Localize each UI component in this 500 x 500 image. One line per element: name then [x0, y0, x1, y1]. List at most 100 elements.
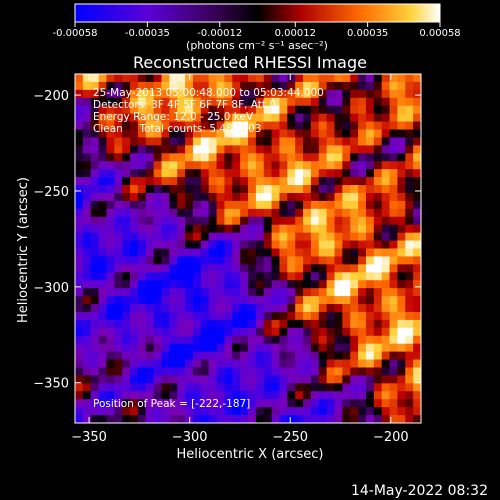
heatmap-cell: [216, 335, 225, 345]
heatmap-cell: [248, 216, 257, 226]
heatmap-cell: [271, 296, 280, 305]
heatmap-cell: [106, 383, 115, 392]
heatmap-cell: [318, 335, 328, 345]
heatmap-cell: [318, 129, 328, 138]
heatmap-cell: [303, 177, 312, 186]
heatmap-cell: [75, 272, 84, 281]
heatmap-cell: [303, 224, 312, 234]
heatmap-cell: [106, 248, 115, 257]
heatmap-cell: [279, 74, 288, 83]
heatmap-cell: [397, 407, 406, 416]
heatmap-cell: [75, 121, 84, 130]
heatmap-cell: [365, 129, 375, 138]
heatmap-cell: [397, 272, 406, 281]
heatmap-cell: [271, 375, 280, 384]
heatmap-cell: [248, 399, 257, 408]
heatmap-cell: [350, 399, 359, 408]
heatmap-cell: [279, 296, 288, 305]
heatmap-cell: [326, 272, 335, 281]
heatmap-cell: [389, 272, 398, 281]
heatmap-cell: [373, 415, 383, 424]
heatmap-cell: [145, 415, 155, 424]
heatmap-cell: [192, 351, 202, 360]
heatmap-cell: [90, 216, 99, 226]
heatmap-cell: [177, 161, 186, 170]
heatmap-cell: [90, 89, 99, 99]
heatmap-cell: [350, 137, 359, 146]
heatmap-cell: [358, 327, 367, 337]
heatmap-cell: [153, 375, 162, 384]
heatmap-cell: [216, 359, 225, 368]
heatmap-cell: [365, 415, 375, 424]
heatmap-cell: [271, 81, 280, 91]
heatmap-cell: [122, 74, 131, 83]
heatmap-cell: [232, 169, 241, 178]
heatmap-cell: [224, 113, 233, 122]
heatmap-cell: [114, 232, 123, 241]
heatmap-cell: [271, 129, 280, 138]
heatmap-cell: [405, 359, 414, 368]
heatmap-cell: [200, 248, 210, 257]
heatmap-cell: [145, 240, 155, 249]
heatmap-cell: [130, 89, 139, 99]
heatmap-cell: [365, 311, 375, 321]
heatmap-cell: [255, 113, 265, 122]
heatmap-cell: [153, 200, 162, 210]
heatmap-cell: [279, 232, 288, 241]
heatmap-cell: [373, 74, 383, 83]
heatmap-cell: [334, 113, 343, 122]
heatmap-cell: [200, 129, 210, 138]
heatmap-cell: [279, 200, 288, 210]
heatmap-cell: [75, 161, 84, 170]
heatmap-cell: [200, 137, 210, 146]
heatmap-cell: [232, 89, 241, 99]
heatmap-cell: [169, 272, 178, 281]
heatmap-cell: [255, 327, 265, 337]
heatmap-cell: [224, 359, 233, 368]
heatmap-cell: [326, 89, 335, 99]
heatmap-cell: [287, 415, 296, 424]
heatmap-cell: [287, 248, 296, 257]
heatmap-cell: [90, 248, 99, 257]
heatmap-cell: [405, 351, 414, 360]
heatmap-cell: [153, 224, 162, 234]
heatmap-cell: [122, 375, 131, 384]
heatmap-cell: [161, 343, 170, 353]
heatmap-cell: [310, 399, 320, 408]
heatmap-cell: [279, 177, 288, 186]
heatmap-cell: [177, 288, 186, 297]
heatmap-cell: [75, 319, 84, 329]
heatmap-cell: [130, 272, 139, 281]
heatmap-cell: [122, 256, 131, 265]
heatmap-cell: [232, 248, 241, 257]
heatmap-cell: [90, 121, 99, 130]
heatmap-cell: [200, 216, 210, 226]
heatmap-cell: [326, 415, 335, 424]
heatmap-cell: [216, 192, 225, 202]
heatmap-cell: [224, 74, 233, 83]
heatmap-cell: [255, 153, 265, 162]
heatmap-cell: [114, 113, 123, 122]
heatmap-cell: [169, 311, 178, 321]
heatmap-cell: [192, 192, 202, 202]
heatmap-cell: [405, 319, 414, 329]
heatmap-cell: [185, 145, 194, 154]
heatmap-cell: [358, 129, 367, 138]
heatmap-cell: [334, 145, 343, 154]
heatmap-cell: [106, 137, 115, 146]
heatmap-cell: [177, 200, 186, 210]
heatmap-cell: [295, 335, 304, 345]
heatmap-cell: [263, 192, 272, 202]
heatmap-cell: [334, 383, 343, 392]
heatmap-cell: [122, 391, 131, 400]
heatmap-cell: [216, 113, 225, 122]
heatmap-cell: [145, 343, 155, 353]
heatmap-cell: [208, 383, 217, 392]
heatmap-cell: [106, 97, 115, 107]
heatmap-cell: [303, 288, 312, 297]
heatmap-cell: [75, 296, 84, 305]
heatmap-cell: [279, 351, 288, 360]
heatmap-cell: [326, 121, 335, 130]
heatmap-cell: [232, 327, 241, 337]
heatmap-cell: [200, 232, 210, 241]
